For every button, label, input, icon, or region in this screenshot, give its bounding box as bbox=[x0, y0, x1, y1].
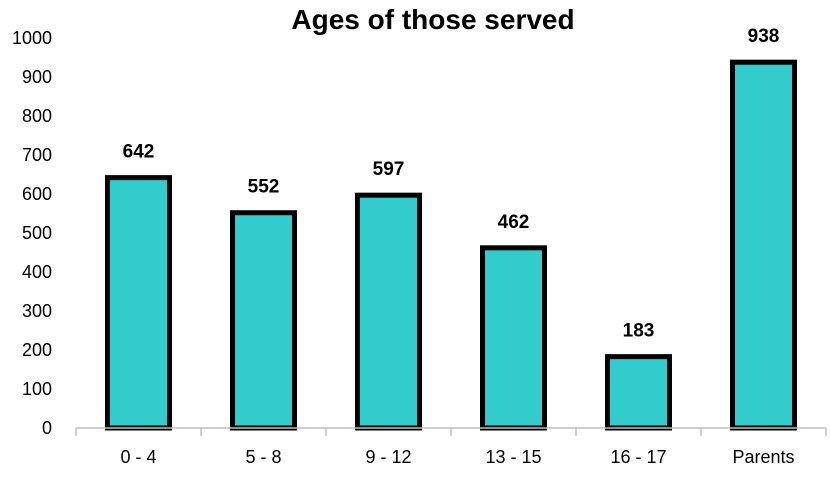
bar bbox=[730, 59, 797, 431]
bar bbox=[105, 175, 172, 431]
bar bbox=[480, 245, 547, 431]
chart-title: Ages of those served bbox=[291, 4, 575, 35]
y-tick-label: 300 bbox=[22, 301, 52, 321]
data-label: 183 bbox=[623, 321, 655, 342]
data-label: 938 bbox=[748, 26, 780, 47]
y-tick-label: 800 bbox=[22, 106, 52, 126]
y-tick-label: 0 bbox=[42, 418, 52, 438]
x-tick-label: 5 - 8 bbox=[245, 447, 281, 467]
data-label: 597 bbox=[373, 159, 405, 180]
x-tick-label: 9 - 12 bbox=[365, 447, 411, 467]
x-tick-label: 0 - 4 bbox=[120, 447, 156, 467]
x-tick-label: Parents bbox=[732, 447, 794, 467]
y-tick-label: 500 bbox=[22, 223, 52, 243]
x-tick-label: 13 - 15 bbox=[485, 447, 541, 467]
x-tick-label: 16 - 17 bbox=[610, 447, 666, 467]
bar bbox=[355, 192, 422, 431]
bar bbox=[605, 354, 672, 431]
y-tick-label: 100 bbox=[22, 379, 52, 399]
bar bbox=[230, 210, 297, 431]
y-tick-label: 600 bbox=[22, 184, 52, 204]
data-label: 642 bbox=[123, 142, 155, 163]
data-label: 462 bbox=[498, 212, 530, 233]
y-tick-label: 1000 bbox=[12, 28, 52, 48]
y-tick-label: 700 bbox=[22, 145, 52, 165]
y-tick-label: 900 bbox=[22, 67, 52, 87]
y-tick-label: 400 bbox=[22, 262, 52, 282]
data-label: 552 bbox=[248, 177, 280, 198]
y-tick-label: 200 bbox=[22, 340, 52, 360]
